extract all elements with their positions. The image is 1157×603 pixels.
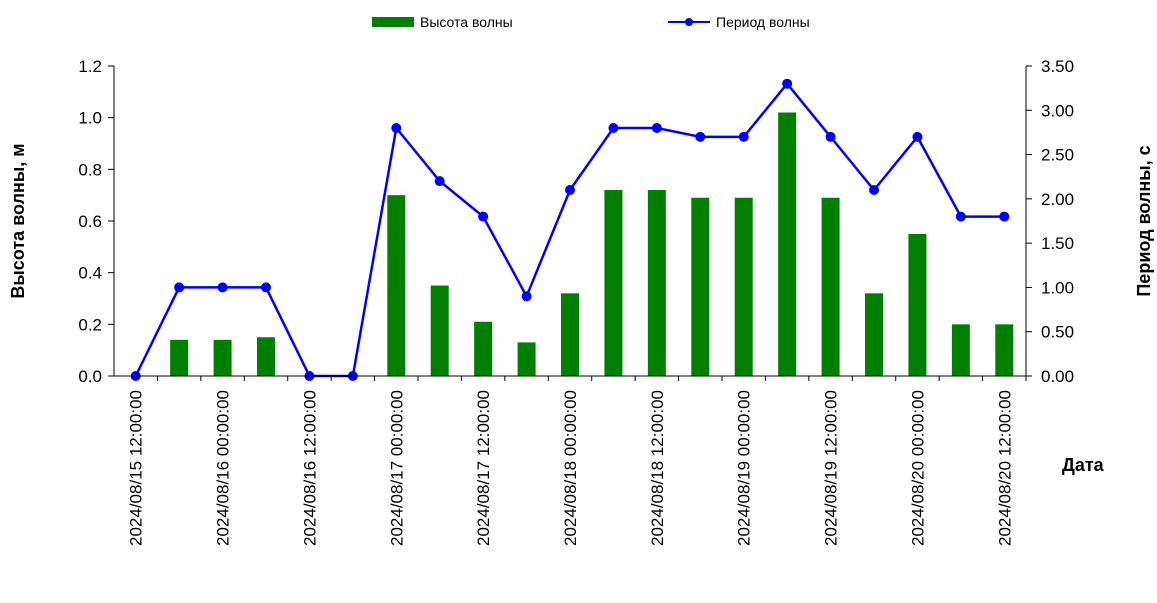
- bar: [778, 112, 797, 376]
- x-tick-label: 2024/08/16 12:00:00: [300, 390, 319, 546]
- period-point: [521, 291, 532, 302]
- bar: [561, 293, 579, 376]
- y-right-tick-label: 2.00: [1041, 190, 1074, 209]
- period-point: [782, 78, 793, 89]
- period-point: [651, 123, 662, 133]
- bar: [908, 233, 927, 376]
- period-point: [434, 176, 445, 187]
- bar: [170, 339, 189, 376]
- period-point: [912, 131, 923, 142]
- x-tick-label: 2024/08/20 00:00:00: [908, 390, 927, 546]
- legend-bar-swatch: [372, 17, 414, 27]
- bar: [951, 324, 970, 376]
- bar: [387, 195, 406, 376]
- y-right-tick-label: 3.50: [1041, 57, 1074, 76]
- x-tick-label: 2024/08/16 00:00:00: [214, 390, 233, 546]
- legend-line-marker: [685, 18, 693, 26]
- y-right-tick-label: 2.50: [1041, 146, 1074, 165]
- bar: [734, 197, 753, 376]
- period-point: [565, 185, 575, 195]
- y-right-tick-label: 1.50: [1041, 234, 1074, 253]
- y-axis-right-title: Период волны, с: [1134, 145, 1154, 296]
- y-left-tick-label: 0.6: [78, 212, 102, 231]
- x-tick-label: 2024/08/18 00:00:00: [561, 390, 580, 546]
- x-tick-label: 2024/08/20 12:00:00: [995, 390, 1014, 546]
- bar: [430, 285, 449, 376]
- y-axis-left-title: Высота волны, м: [8, 143, 28, 298]
- period-point: [999, 211, 1010, 222]
- bar: [647, 190, 666, 376]
- period-point: [174, 282, 185, 293]
- bar: [604, 190, 623, 376]
- x-axis-title: Дата: [1062, 455, 1105, 475]
- bar: [257, 337, 275, 376]
- legend-period-label: Период волны: [716, 14, 810, 30]
- x-tick-label: 2024/08/17 00:00:00: [387, 390, 406, 546]
- period-point: [261, 282, 271, 293]
- x-tick-label: 2024/08/17 12:00:00: [474, 390, 493, 546]
- period-point: [391, 123, 402, 133]
- period-point: [738, 131, 749, 142]
- y-left-tick-label: 1.0: [78, 109, 102, 128]
- period-point: [608, 123, 619, 133]
- y-left-tick-label: 0.2: [78, 315, 102, 334]
- x-tick-label: 2024/08/18 12:00:00: [648, 390, 667, 546]
- period-point: [869, 185, 879, 195]
- bar-series: [170, 112, 1014, 376]
- y-left-tick-label: 0.0: [78, 367, 102, 386]
- y-left-tick-label: 0.8: [78, 160, 102, 179]
- bar: [821, 197, 840, 376]
- bar: [691, 197, 710, 376]
- line-series: [130, 78, 1010, 381]
- axes: 0.0 0.2 0.4 0.6 0.8 1.0 1.2 0.00 0.50 1.00 1.50 2.0…: [78, 57, 1074, 546]
- bar: [517, 342, 536, 376]
- bar: [474, 321, 493, 376]
- legend-height-label: Высота волны: [420, 14, 513, 30]
- y-right-tick-label: 0.50: [1041, 323, 1074, 342]
- period-point: [217, 282, 228, 293]
- y-right-tick-label: 0.00: [1041, 367, 1074, 386]
- x-tick-label: 2024/08/19 00:00:00: [735, 390, 754, 546]
- period-point: [955, 211, 966, 222]
- x-tick-label: 2024/08/19 12:00:00: [822, 390, 841, 546]
- period-point: [478, 211, 489, 222]
- bar: [865, 293, 883, 376]
- legend: Высота волны Период волны: [372, 14, 810, 30]
- period-point: [695, 131, 706, 142]
- bar: [213, 339, 232, 376]
- y-left-tick-label: 1.2: [78, 57, 102, 76]
- y-left-tick-label: 0.4: [78, 264, 102, 283]
- x-tick-label: 2024/08/15 12:00:00: [127, 390, 146, 546]
- bar: [995, 324, 1014, 376]
- y-right-tick-label: 1.00: [1041, 278, 1074, 297]
- period-point: [825, 131, 836, 142]
- y-right-tick-label: 3.00: [1041, 101, 1074, 120]
